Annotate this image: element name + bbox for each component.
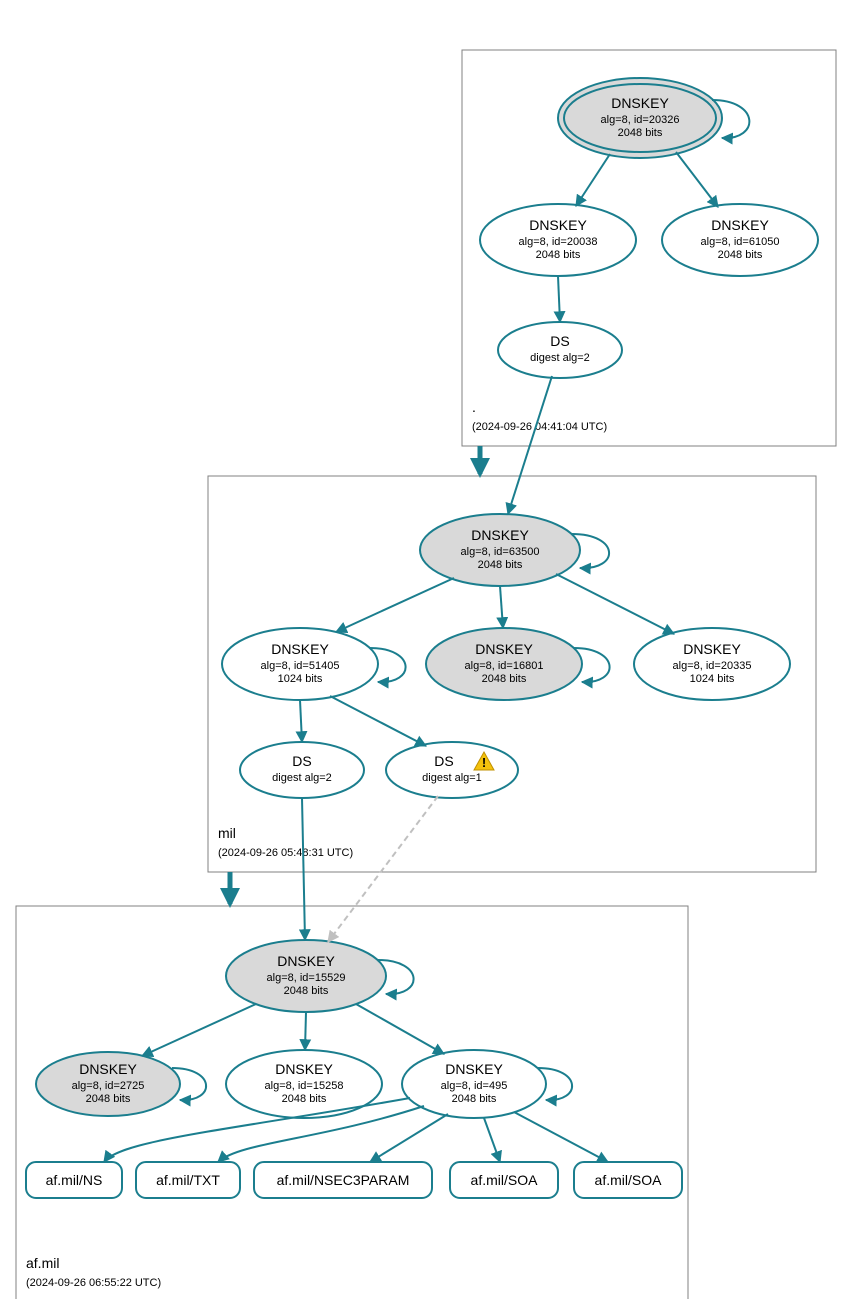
svg-text:af.mil/NS: af.mil/NS	[46, 1172, 103, 1188]
leaf-nsec3: af.mil/NSEC3PARAM	[254, 1162, 432, 1198]
node-root-zsk1: DNSKEY alg=8, id=20038 2048 bits	[480, 204, 636, 276]
edge-afk3-nsec3	[370, 1114, 448, 1162]
svg-text:af.mil/NSEC3PARAM: af.mil/NSEC3PARAM	[277, 1172, 410, 1188]
svg-text:2048 bits: 2048 bits	[718, 249, 763, 261]
zone-time-root: (2024-09-26 04:41:04 UTC)	[472, 421, 607, 433]
svg-text:alg=8, id=63500: alg=8, id=63500	[461, 546, 540, 558]
svg-text:2048 bits: 2048 bits	[452, 1093, 497, 1105]
svg-text:2048 bits: 2048 bits	[536, 249, 581, 261]
node-root-zsk2: DNSKEY alg=8, id=61050 2048 bits	[662, 204, 818, 276]
svg-text:af.mil/TXT: af.mil/TXT	[156, 1172, 220, 1188]
node-af-ksk: DNSKEY alg=8, id=15529 2048 bits	[226, 940, 386, 1012]
leaf-ns: af.mil/NS	[26, 1162, 122, 1198]
leaf-soa2: af.mil/SOA	[574, 1162, 682, 1198]
node-mil-ds2: DS digest alg=1 !	[386, 742, 518, 798]
edge-milksk-k1	[336, 578, 454, 632]
edge-rootksk-zsk1	[576, 154, 610, 206]
svg-text:2048 bits: 2048 bits	[618, 127, 663, 139]
node-root-ksk: DNSKEY alg=8, id=20326 2048 bits	[558, 78, 722, 158]
node-mil-ds1: DS digest alg=2	[240, 742, 364, 798]
zone-time-mil: (2024-09-26 05:48:31 UTC)	[218, 847, 353, 859]
zone-time-afmil: (2024-09-26 06:55:22 UTC)	[26, 1277, 161, 1289]
svg-text:2048 bits: 2048 bits	[86, 1093, 131, 1105]
node-mil-k1: DNSKEY alg=8, id=51405 1024 bits	[222, 628, 378, 700]
svg-text:digest alg=2: digest alg=2	[530, 352, 590, 364]
svg-text:af.mil/SOA: af.mil/SOA	[595, 1172, 663, 1188]
svg-text:alg=8, id=15529: alg=8, id=15529	[267, 972, 346, 984]
svg-text:2048 bits: 2048 bits	[282, 1093, 327, 1105]
svg-text:DNSKEY: DNSKEY	[711, 217, 769, 233]
edge-afksk-k1	[142, 1004, 256, 1056]
svg-text:2048 bits: 2048 bits	[482, 673, 527, 685]
svg-text:alg=8, id=61050: alg=8, id=61050	[701, 236, 780, 248]
svg-text:DNSKEY: DNSKEY	[275, 1061, 333, 1077]
svg-text:alg=8, id=51405: alg=8, id=51405	[261, 660, 340, 672]
zone-label-mil: mil	[218, 825, 236, 841]
svg-text:alg=8, id=20326: alg=8, id=20326	[601, 114, 680, 126]
edge-rootds-milksk	[508, 376, 552, 514]
edge-afksk-k3	[356, 1004, 444, 1054]
svg-text:digest alg=2: digest alg=2	[272, 772, 332, 784]
edge-milds2-afksk-dashed	[328, 796, 438, 942]
svg-text:DNSKEY: DNSKEY	[611, 95, 669, 111]
svg-text:DS: DS	[434, 753, 453, 769]
node-af-k3: DNSKEY alg=8, id=495 2048 bits	[402, 1050, 546, 1118]
svg-text:alg=8, id=20038: alg=8, id=20038	[519, 236, 598, 248]
edge-rootksk-zsk2	[676, 152, 718, 207]
edge-afksk-k2	[305, 1012, 306, 1050]
edge-afk3-soa1	[484, 1118, 500, 1162]
svg-text:DS: DS	[550, 333, 569, 349]
leaf-txt: af.mil/TXT	[136, 1162, 240, 1198]
edge-milksk-k3	[556, 574, 674, 634]
svg-text:alg=8, id=15258: alg=8, id=15258	[265, 1080, 344, 1092]
svg-text:!: !	[482, 755, 486, 770]
svg-text:af.mil/SOA: af.mil/SOA	[471, 1172, 539, 1188]
node-af-k1: DNSKEY alg=8, id=2725 2048 bits	[36, 1052, 180, 1116]
node-mil-ksk: DNSKEY alg=8, id=63500 2048 bits	[420, 514, 580, 586]
edge-milk1-ds1	[300, 700, 302, 742]
svg-text:DNSKEY: DNSKEY	[79, 1061, 137, 1077]
svg-text:2048 bits: 2048 bits	[478, 559, 523, 571]
svg-text:1024 bits: 1024 bits	[690, 673, 735, 685]
svg-text:DNSKEY: DNSKEY	[471, 527, 529, 543]
svg-text:alg=8, id=495: alg=8, id=495	[441, 1080, 508, 1092]
edge-rootzsk1-ds	[558, 276, 560, 322]
svg-text:digest alg=1: digest alg=1	[422, 772, 482, 784]
svg-text:2048 bits: 2048 bits	[284, 985, 329, 997]
svg-text:DNSKEY: DNSKEY	[529, 217, 587, 233]
svg-text:DNSKEY: DNSKEY	[683, 641, 741, 657]
svg-text:DNSKEY: DNSKEY	[445, 1061, 503, 1077]
svg-text:1024 bits: 1024 bits	[278, 673, 323, 685]
edge-milk1-ds2	[330, 696, 426, 746]
svg-text:alg=8, id=16801: alg=8, id=16801	[465, 660, 544, 672]
zone-label-root: .	[472, 399, 476, 415]
node-root-ds: DS digest alg=2	[498, 322, 622, 378]
svg-text:DNSKEY: DNSKEY	[475, 641, 533, 657]
node-mil-k2: DNSKEY alg=8, id=16801 2048 bits	[426, 628, 582, 700]
svg-text:alg=8, id=2725: alg=8, id=2725	[72, 1080, 145, 1092]
svg-text:DNSKEY: DNSKEY	[277, 953, 335, 969]
node-mil-k3: DNSKEY alg=8, id=20335 1024 bits	[634, 628, 790, 700]
svg-text:DNSKEY: DNSKEY	[271, 641, 329, 657]
edge-afk3-soa2	[514, 1112, 608, 1162]
edge-milds1-afksk	[302, 798, 305, 940]
edge-milksk-k2	[500, 586, 503, 628]
svg-text:alg=8, id=20335: alg=8, id=20335	[673, 660, 752, 672]
leaf-soa1: af.mil/SOA	[450, 1162, 558, 1198]
svg-text:DS: DS	[292, 753, 311, 769]
zone-label-afmil: af.mil	[26, 1255, 59, 1271]
